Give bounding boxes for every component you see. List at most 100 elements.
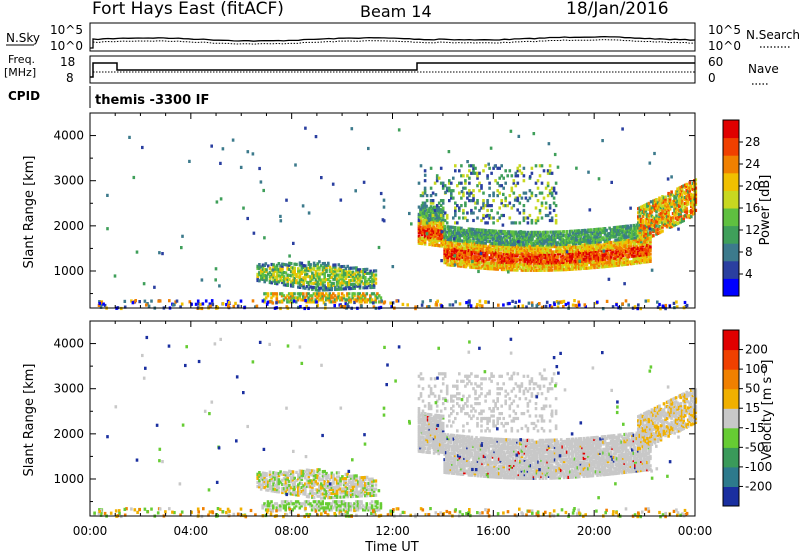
rti-cell (376, 296, 379, 300)
rti-cell (261, 275, 265, 279)
rti-cell (525, 250, 528, 254)
rti-cell (541, 254, 545, 258)
rti-cell (473, 255, 477, 259)
rti-cell (594, 260, 598, 264)
rti-cell (285, 198, 288, 202)
rti-cell (528, 213, 532, 218)
rti-cell (355, 482, 358, 486)
rti-cell (327, 263, 330, 267)
rti-cell (693, 197, 696, 201)
rti-cell (656, 203, 660, 207)
rti-cell (355, 478, 358, 482)
rti-cell (307, 211, 311, 215)
rti-cell (578, 267, 581, 271)
rti-cell (458, 302, 462, 306)
rti-cell (314, 272, 318, 276)
rti-cell (499, 260, 502, 264)
rti-cell (494, 245, 498, 249)
rti-cell (458, 231, 462, 236)
rti-cell (239, 165, 243, 169)
rti-cell (362, 492, 365, 496)
rti-cell (443, 226, 446, 230)
rti-cell (307, 485, 311, 489)
rti-cell (362, 486, 365, 490)
rti-cell (328, 284, 332, 288)
rti-cell (460, 204, 463, 208)
rti-cell (572, 267, 575, 271)
rti-cell (553, 263, 557, 267)
rti-cell (261, 263, 265, 267)
rti-cell (549, 268, 552, 272)
rti-cell (679, 220, 682, 224)
rti-cell (428, 233, 431, 238)
rti-cell (364, 284, 367, 288)
rti-cell (534, 252, 537, 256)
rti-cell (321, 268, 325, 272)
rti-cell (270, 479, 274, 483)
rti-cell (659, 212, 663, 216)
rti-cell (637, 233, 640, 237)
rti-cell (608, 244, 611, 248)
rti-cell (609, 242, 613, 246)
rti-cell (661, 199, 664, 203)
rti-cell (335, 296, 339, 300)
rti-cell (474, 206, 477, 210)
rti-cell (270, 475, 274, 479)
rti-cell (490, 171, 493, 175)
rti-cell (609, 233, 613, 237)
rti-cell (626, 258, 629, 263)
rti-cell (484, 204, 487, 208)
rti-cell (470, 231, 474, 235)
rti-cell (348, 272, 351, 276)
rti-cell (464, 201, 467, 205)
rti-cell (640, 246, 643, 250)
rti-cell (594, 227, 598, 232)
rti-cell (258, 471, 261, 475)
rti-cell (318, 276, 321, 280)
rti-cell (599, 249, 602, 253)
rti-cell (513, 259, 516, 263)
rti-cell (261, 483, 265, 487)
rti-cell (497, 303, 500, 307)
rti-cell (180, 246, 183, 250)
rti-cell (432, 234, 436, 238)
rti-cell (523, 263, 527, 267)
rti-cell (355, 270, 358, 274)
rti-cell (448, 243, 451, 247)
rti-cell (653, 217, 657, 221)
rti-cell (623, 252, 626, 256)
rti-cell (534, 247, 537, 251)
rti-cell (611, 253, 614, 257)
rti-cell (596, 251, 599, 255)
rti-cell (478, 266, 481, 270)
rti-cell (646, 237, 649, 241)
rti-cell (461, 259, 465, 263)
rti-cell (259, 473, 263, 477)
rti-cell (327, 496, 330, 500)
rti-cell (281, 272, 284, 276)
rti-cell (624, 259, 628, 263)
rti-cell (493, 258, 496, 262)
rti-cell (528, 189, 532, 193)
rti-cell (291, 474, 295, 478)
rti-cell (584, 239, 587, 243)
rti-cell (341, 495, 344, 499)
rti-cell (365, 271, 369, 275)
rti-cell (503, 242, 507, 246)
rti-cell (231, 138, 235, 142)
rti-cell (556, 234, 560, 238)
rti-cell (641, 215, 645, 219)
rti-cell (543, 247, 546, 251)
rti-cell (281, 482, 284, 486)
rti-cell (168, 299, 171, 303)
rti-cell (448, 241, 451, 245)
rti-cell (307, 483, 311, 487)
rti-cell (596, 244, 599, 248)
rti-cell (624, 253, 628, 257)
rti-cell (444, 257, 448, 261)
rti-cell (494, 267, 498, 271)
rti-cell (578, 256, 581, 260)
rti-cell (581, 250, 584, 254)
rti-cell (626, 228, 629, 232)
rti-cell (540, 250, 543, 254)
